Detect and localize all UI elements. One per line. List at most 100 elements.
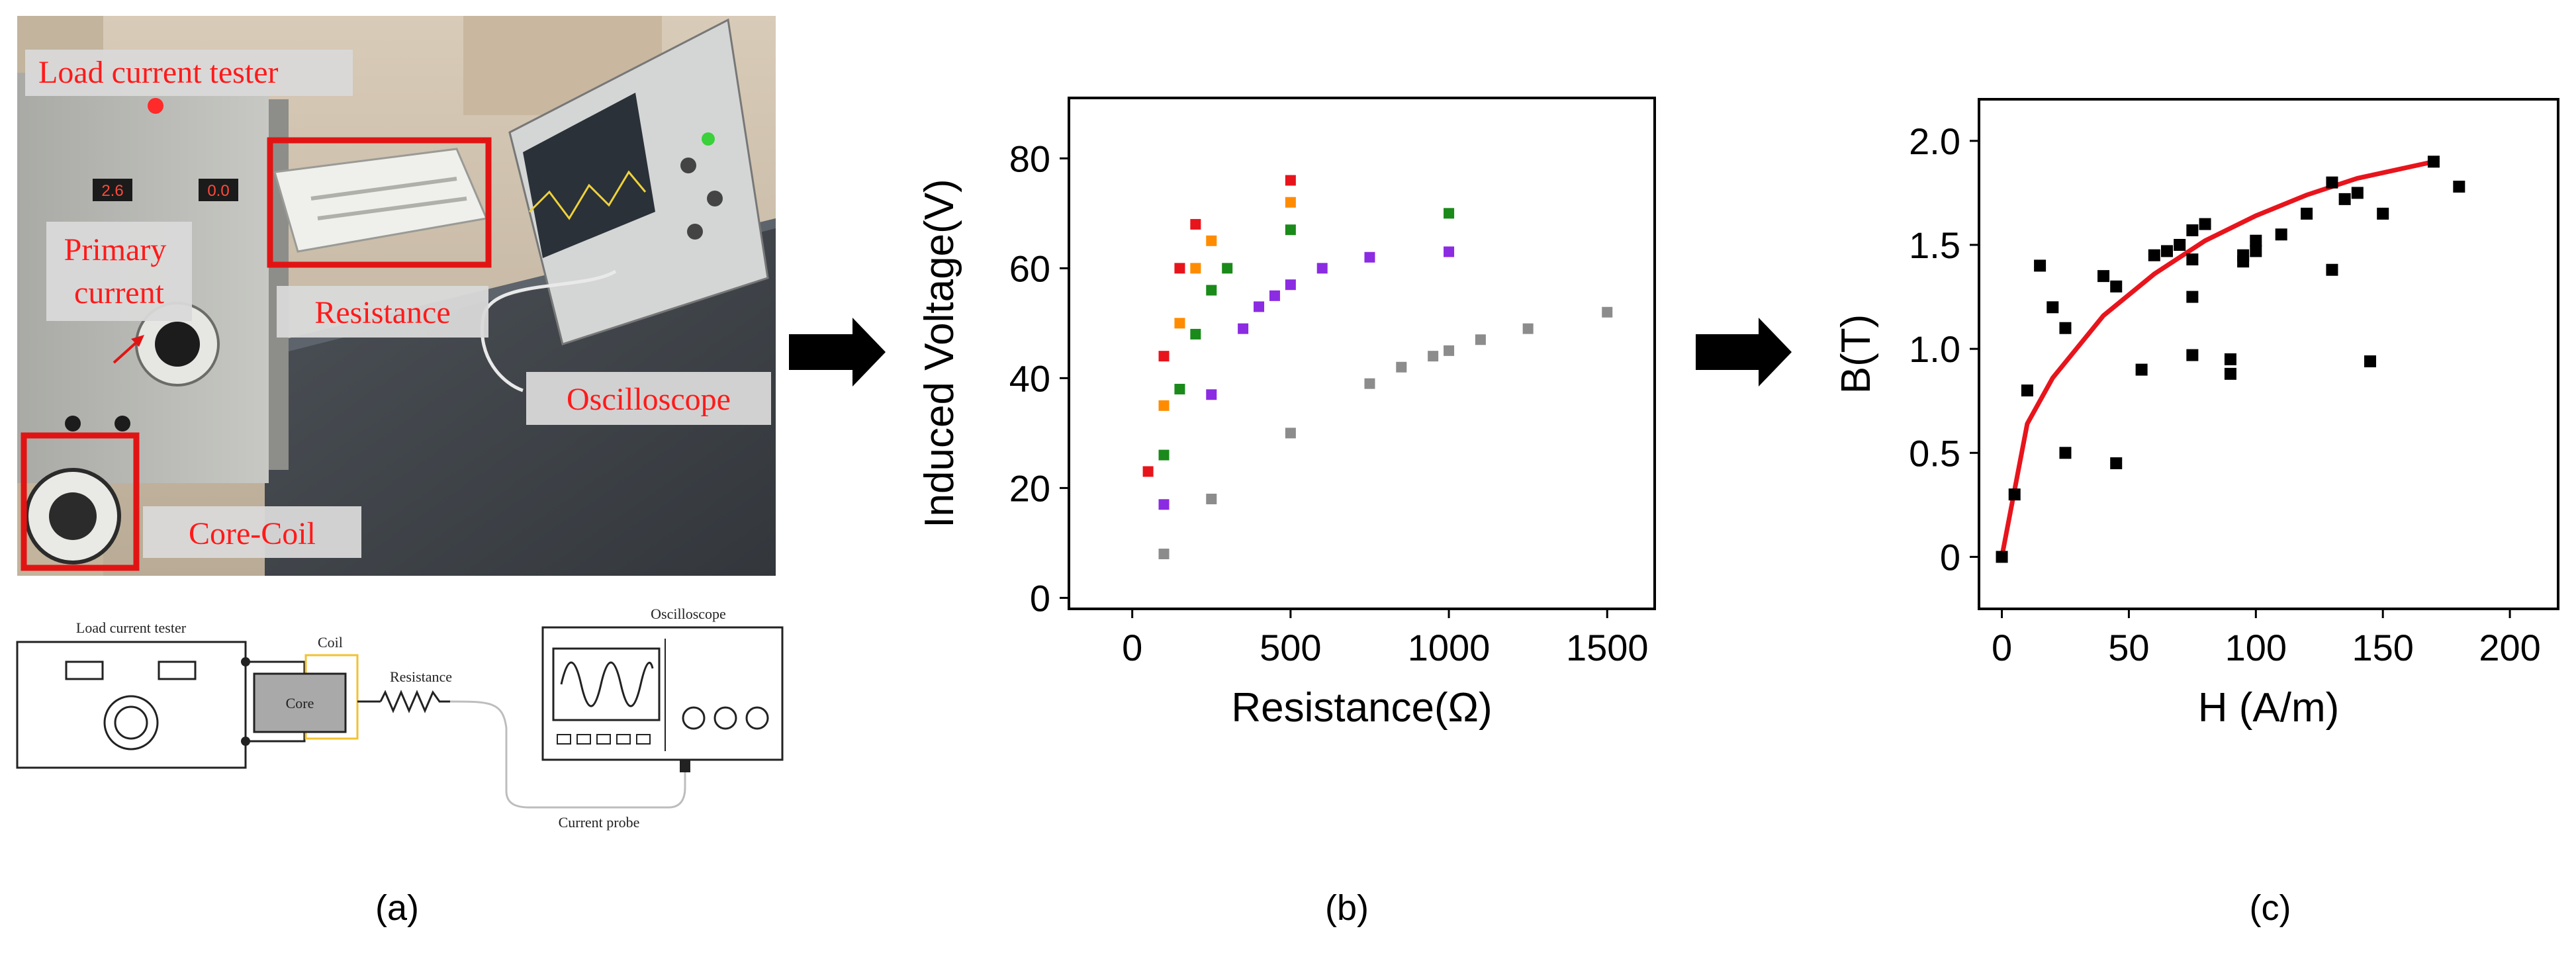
chart-c-point [2250, 234, 2262, 247]
chart-c-xtick-label: 150 [2352, 627, 2413, 668]
chart-c-xtick-label: 100 [2225, 627, 2287, 668]
oscilloscope-green-button [702, 132, 715, 146]
schematic-oscilloscope-knob-2 [713, 706, 737, 730]
chart-b-point [1475, 334, 1486, 345]
chart-b-ytick-label: 40 [1009, 357, 1050, 399]
chart-bh-curve: 0 50 100 150 200 0 0.5 1.0 1.5 2.0 H (A/m) B(T) [1833, 98, 2559, 731]
tester-display-right [199, 179, 238, 201]
schematic-osc-button-4 [616, 734, 631, 745]
chart-b-ytick-label: 80 [1009, 138, 1050, 179]
chart-b-point [1364, 251, 1375, 263]
chart-b-point [1285, 175, 1296, 186]
oscilloscope-knob-1 [680, 158, 696, 173]
chart-c-point [2135, 363, 2148, 376]
schematic-oscilloscope-buttons [557, 734, 651, 745]
chart-b-plot-frame [1068, 97, 1656, 610]
oscilloscope-screen [523, 93, 655, 258]
chart-b-xtick-label: 0 [1122, 627, 1142, 668]
chart-c-point [2237, 255, 2250, 268]
schematic-probe-cable [449, 700, 686, 809]
schematic-resistance-label: Resistance [390, 668, 452, 685]
schematic-core [253, 672, 347, 733]
schematic-oscilloscope-wave [560, 661, 654, 707]
chart-c-point [2160, 245, 2173, 257]
schematic-osc-button-5 [636, 734, 651, 745]
chart-b-point [1158, 351, 1170, 362]
chart-c-point [2199, 218, 2211, 230]
chart-b-point [1206, 235, 1217, 246]
primary-current-pointer-head [131, 335, 144, 347]
schematic-oscilloscope-knob-3 [745, 706, 769, 730]
chart-b-point [1602, 306, 1613, 318]
chart-c-plot-frame [1978, 98, 2559, 610]
chart-c-point [2186, 253, 2199, 265]
chart-c-point [2148, 249, 2160, 261]
tester-terminal-1 [65, 416, 81, 431]
chart-c-point [2174, 239, 2186, 251]
chart-c-point [2326, 176, 2338, 189]
tester-power-lamp [148, 98, 163, 114]
chart-b-xlabel: Resistance(Ω) [1231, 685, 1492, 731]
chart-c-ytick-label: 1.5 [1909, 224, 1960, 266]
chart-b-point [1174, 318, 1185, 329]
chart-c-ytick-label: 0.5 [1909, 432, 1960, 474]
label-primary-current: Primary current [64, 232, 175, 310]
label-box-core-coil [143, 506, 361, 558]
chart-c-xlabel: H (A/m) [2198, 685, 2340, 731]
schematic-osc-button-3 [596, 734, 611, 745]
chart-c-point [2047, 301, 2059, 314]
chart-c-point [2427, 156, 2440, 168]
chart-c-xtick-label: 200 [2479, 627, 2540, 668]
chart-b-point [1158, 548, 1170, 559]
chart-c-ytick-label: 2.0 [1909, 120, 1960, 162]
chart-b-point [1142, 466, 1154, 477]
chart-b-point [1174, 263, 1185, 274]
setup-photo: 2.6 0.0 Load current tester [17, 16, 776, 576]
chart-b-point [1285, 428, 1296, 439]
setup-schematic: Load current tester Coil Core Resistance… [16, 606, 784, 831]
chart-b-point [1269, 290, 1280, 301]
tester-display-left-value: 2.6 [101, 182, 123, 200]
chart-b-ytick-label: 20 [1009, 467, 1050, 509]
chart-c-point [2110, 457, 2123, 469]
chart-b-point [1174, 383, 1185, 394]
chart-c-point [2110, 280, 2123, 293]
right-arrow-1 [789, 318, 886, 386]
label-box-primary-current [46, 222, 192, 321]
schematic-oscilloscope-label: Oscilloscope [651, 606, 726, 622]
resistor-line-1 [310, 177, 457, 201]
label-core-coil: Core-Coil [189, 516, 316, 551]
schematic-osc-button-1 [557, 734, 571, 745]
chart-c-point [2224, 367, 2236, 380]
schematic-tester-display-1 [65, 660, 104, 680]
chart-c-xtick-label: 0 [1992, 627, 2012, 668]
chart-c-point [2250, 245, 2262, 257]
resistor-line-2 [317, 197, 467, 220]
chart-b-xtick-label: 1000 [1408, 627, 1491, 668]
panel-label-b: (b) [1325, 888, 1369, 928]
schematic-resistor [379, 690, 450, 713]
chart-c-ticks: 0 50 100 150 200 0 0.5 1.0 1.5 2.0 [1909, 120, 2541, 668]
chart-b-point [1158, 449, 1170, 461]
oscilloscope-trace [528, 170, 647, 220]
tester-display-left [93, 179, 132, 201]
chart-b-point [1285, 279, 1296, 291]
schematic-oscilloscope-knob-1 [682, 706, 706, 730]
chart-c-ylabel: B(T) [1833, 314, 1879, 394]
label-primary-current-line2: current [74, 275, 165, 310]
chart-b-ylabel: Induced Voltage(V) [917, 179, 962, 527]
chart-c-point [2097, 270, 2110, 283]
chart-b-point [1206, 493, 1217, 504]
schematic-oscilloscope-screen [552, 647, 661, 721]
schematic-core-label: Core [286, 695, 314, 711]
chart-b-ticks: 0 500 1000 1500 0 20 40 60 80 [1009, 138, 1649, 668]
schematic-tester-display-2 [158, 660, 197, 680]
schematic-osc-button-2 [576, 734, 591, 745]
label-load-current-tester: Load current tester [38, 55, 279, 90]
chart-b-xtick-label: 500 [1260, 627, 1321, 668]
tester-terminal-2 [115, 416, 130, 431]
chart-b-point [1238, 323, 1249, 334]
chart-c-points [1996, 156, 2465, 563]
chart-c-ytick-label: 1.0 [1909, 328, 1960, 370]
